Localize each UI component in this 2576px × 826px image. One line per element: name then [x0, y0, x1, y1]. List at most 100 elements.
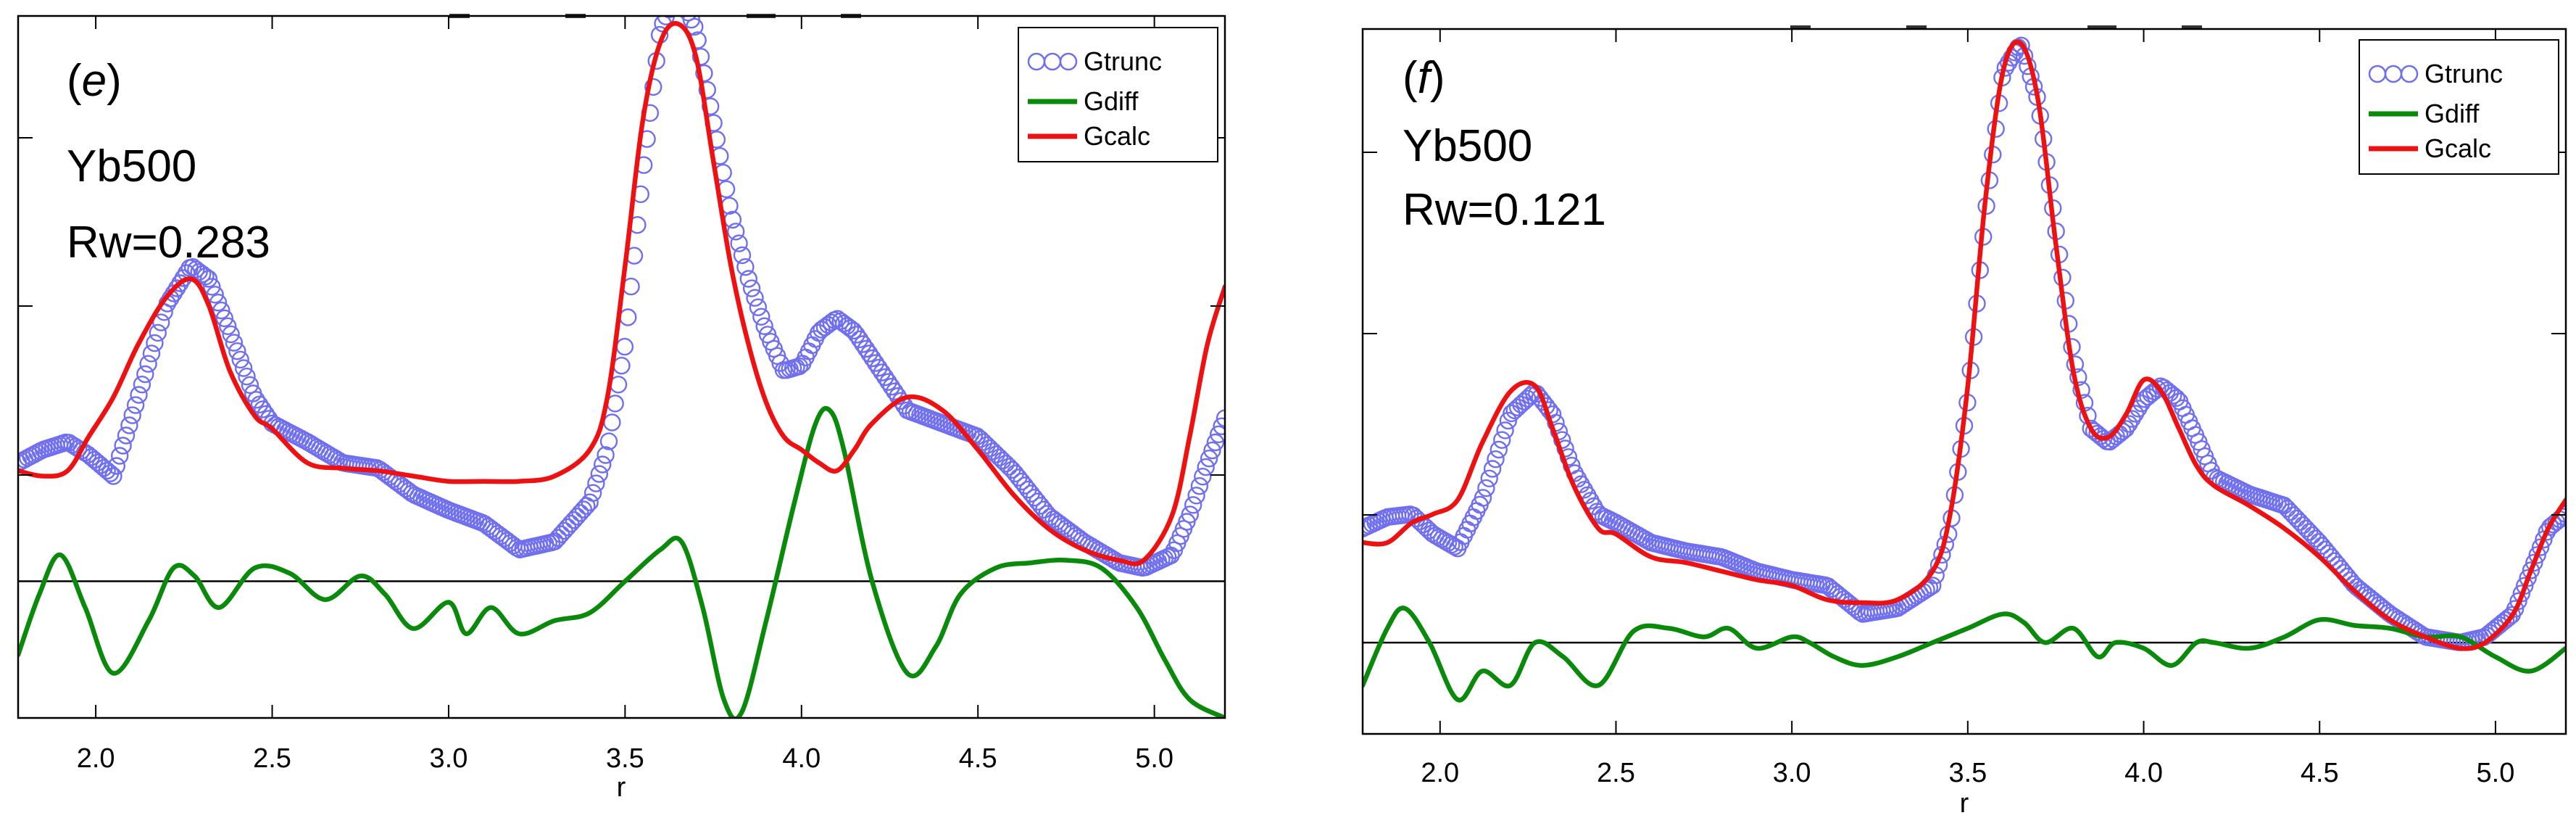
gtrunc-point [2303, 526, 2322, 545]
panel-letter-f: f [1418, 53, 1434, 103]
x-tick-label: 2.0 [1421, 758, 1459, 788]
y-ticks-f [1363, 152, 2566, 516]
gtrunc-point [117, 426, 136, 445]
gtrunc-point [727, 223, 745, 241]
gtrunc-point [981, 439, 1000, 458]
legend-e: Gtrunc Gdiff Gcalc [1018, 27, 1218, 162]
legend-frame-e [1018, 27, 1218, 162]
gtrunc-point [146, 334, 164, 352]
gtrunc-point [1194, 468, 1212, 486]
plot-area-e [18, 0, 1225, 718]
legend-frame-f [2359, 39, 2559, 175]
gtrunc-point [396, 479, 415, 498]
x-tick-label: 5.0 [1135, 743, 1173, 774]
x-tick-label: 4.0 [2124, 758, 2163, 788]
gtrunc-point [847, 326, 865, 344]
x-tick-label: 4.0 [782, 743, 820, 774]
sample-name-f: Yb500 [1403, 121, 1532, 171]
panel-e: 2.0 2.5 3.0 3.5 4.0 4.5 5.0 r (e) Yb500 Rw=0.2… [17, 0, 1226, 803]
gtrunc-point [2167, 389, 2185, 407]
gtrunc-point [702, 97, 720, 115]
gtrunc-point [1200, 450, 1218, 468]
legend-label-gtrunc-f: Gtrunc [2425, 59, 2503, 88]
gtrunc-point [2285, 506, 2303, 524]
gtrunc-point [1216, 409, 1225, 427]
gtrunc-point [971, 430, 989, 448]
gtrunc-point [691, 47, 710, 66]
gtrunc-point [1483, 460, 1502, 478]
gtrunc-point [755, 317, 773, 335]
gtrunc-point [171, 274, 189, 292]
gtrunc-point [98, 461, 116, 480]
gtrunc-point [2274, 496, 2293, 515]
gtrunc-point [1197, 458, 1215, 476]
gtrunc-point [2294, 516, 2312, 534]
gtrunc-point [597, 446, 615, 464]
series-gcalc-f [1363, 39, 2566, 651]
gtrunc-point [2506, 600, 2525, 618]
x-tick-label: 2.0 [77, 743, 115, 774]
gtrunc-point [130, 386, 148, 404]
axes-frame-e [17, 15, 1226, 719]
gtrunc-point [1213, 417, 1225, 435]
gtrunc-point [1924, 577, 1942, 595]
gtrunc-point [663, 16, 676, 19]
gtrunc-point [677, 0, 693, 14]
gtrunc-point [790, 357, 809, 376]
x-tick-label: 2.5 [1597, 758, 1635, 788]
gtrunc-point [854, 335, 872, 353]
gtrunc-point [149, 323, 167, 342]
gtrunc-point [730, 234, 748, 252]
gtrunc-point [110, 447, 129, 465]
gtrunc-point [1000, 458, 1018, 476]
gtrunc-point [742, 279, 761, 297]
legend-marker-gtrunc-f [2368, 65, 2419, 83]
gtrunc-point [590, 465, 608, 483]
gtrunc-point [850, 330, 869, 349]
gtrunc-point [857, 339, 876, 358]
gtrunc-point [886, 382, 904, 400]
gtrunc-point [209, 294, 228, 312]
gtrunc-point [686, 17, 704, 36]
gtrunc-point [1203, 441, 1221, 460]
gtrunc-point [107, 457, 126, 475]
gtrunc-point [882, 378, 901, 396]
panel-f: 2.0 2.5 3.0 3.5 4.0 4.5 5.0 r (f) Yb500 Rw=0.1… [1361, 25, 2567, 819]
x-ticks-f: 2.0 2.5 3.0 3.5 4.0 4.5 5.0 [1421, 29, 2514, 788]
gtrunc-point [603, 413, 621, 431]
gtrunc-point [2148, 380, 2166, 398]
sample-name-e: Yb500 [67, 141, 196, 191]
gtrunc-point [241, 376, 259, 395]
x-tick-label: 3.0 [430, 743, 468, 774]
gtrunc-point [1184, 496, 1202, 514]
gtrunc-point [1210, 425, 1225, 444]
series-gcalc-e [18, 20, 1225, 566]
gtrunc-point [873, 363, 892, 381]
gtrunc-point [1487, 450, 1505, 468]
gtrunc-point [665, 0, 681, 10]
gtrunc-point [1480, 469, 1498, 487]
gtrunc-point [736, 258, 755, 276]
gtrunc-point [698, 80, 716, 99]
gtrunc-point [978, 436, 996, 455]
gtrunc-point [615, 337, 634, 356]
gtrunc-point [674, 0, 690, 7]
x-tick-label: 2.5 [253, 743, 291, 774]
gtrunc-point [876, 368, 894, 387]
gtrunc-point [247, 391, 265, 409]
x-tick-label: 3.5 [1948, 758, 1987, 788]
gtrunc-point [228, 342, 246, 360]
x-axis-label-e: r [617, 772, 626, 803]
gtrunc-point [739, 270, 758, 288]
gtrunc-point [2522, 561, 2540, 579]
legend-label-gcalc-f: Gcalc [2425, 133, 2491, 163]
gtrunc-point [594, 455, 612, 474]
gtrunc-point [723, 210, 742, 229]
gtrunc-point [892, 392, 910, 410]
gtrunc-point [2528, 546, 2546, 564]
gtrunc-point [752, 307, 770, 326]
gtrunc-point [136, 365, 154, 384]
x-tick-label: 5.0 [2477, 758, 2515, 788]
gtrunc-point [167, 279, 186, 297]
gtrunc-point [581, 493, 599, 511]
